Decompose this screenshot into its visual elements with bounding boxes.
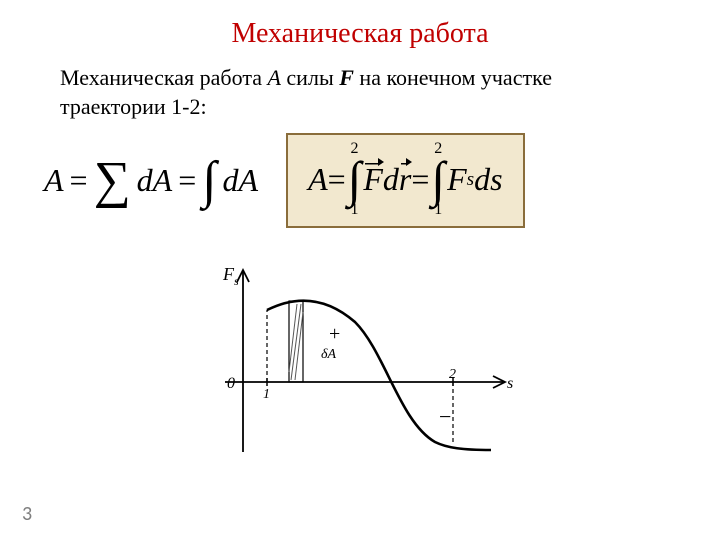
sigma: ∑ bbox=[94, 155, 131, 207]
vec-F: F bbox=[363, 161, 383, 198]
x-axis-label: s bbox=[507, 375, 513, 392]
formula-boxed: A = 2 ∫ 1 Fdr = 2 ∫ 1 Fsds bbox=[286, 133, 525, 228]
page-title: Механическая работа bbox=[0, 0, 720, 50]
fb-A: A bbox=[308, 161, 328, 198]
lower-b: 1 bbox=[434, 202, 442, 218]
fl-eq1: = bbox=[70, 162, 88, 199]
int-1to2-b: 2 ∫ 1 bbox=[431, 141, 445, 218]
int1: ∫ bbox=[202, 155, 216, 207]
fb-Fs-s: s bbox=[467, 169, 474, 191]
curve bbox=[267, 301, 491, 450]
intro-paragraph: Механическая работа A силы F на конечном… bbox=[0, 50, 720, 121]
delta-A-label: δA bbox=[321, 347, 337, 362]
text-mid1: силы bbox=[281, 65, 339, 90]
fl-A: A bbox=[44, 162, 64, 199]
intsym-a: ∫ bbox=[348, 157, 362, 202]
intsym-b: ∫ bbox=[431, 157, 445, 202]
y-axis-label: Fs bbox=[222, 264, 239, 288]
fb-ds-s: s bbox=[490, 161, 502, 198]
point-1-label: 1 bbox=[263, 387, 270, 402]
hatched-strip bbox=[289, 301, 303, 382]
fb-eq2: = bbox=[411, 161, 429, 198]
text-pre: Механическая работа bbox=[60, 65, 267, 90]
formula-left: A = ∑ dA = ∫ dA bbox=[44, 155, 258, 207]
fb-eq1: = bbox=[328, 161, 346, 198]
plus-label: + bbox=[329, 323, 340, 345]
formula-row: A = ∑ dA = ∫ dA A = 2 ∫ 1 Fdr = 2 ∫ 1 Fs… bbox=[0, 121, 720, 228]
origin-label: 0 bbox=[227, 375, 235, 392]
symbol-F: F bbox=[339, 65, 354, 90]
fl-dA1: dA bbox=[137, 162, 173, 199]
lower-a: 1 bbox=[351, 202, 359, 218]
fb-ds-d: d bbox=[474, 161, 490, 198]
vec-r: r bbox=[399, 161, 411, 198]
point-2-label: 2 bbox=[449, 367, 456, 382]
chart: 0 Fs s 1 2 + δA − bbox=[195, 252, 525, 477]
symbol-A: A bbox=[267, 65, 280, 90]
int-1to2-a: 2 ∫ 1 bbox=[348, 141, 362, 218]
fb-Fs-F: F bbox=[447, 161, 467, 198]
slide-number: 3 bbox=[22, 502, 32, 526]
fl-eq2: = bbox=[178, 162, 196, 199]
minus-label: − bbox=[439, 404, 451, 429]
fl-dA2: dA bbox=[223, 162, 259, 199]
fb-d: d bbox=[383, 161, 399, 198]
